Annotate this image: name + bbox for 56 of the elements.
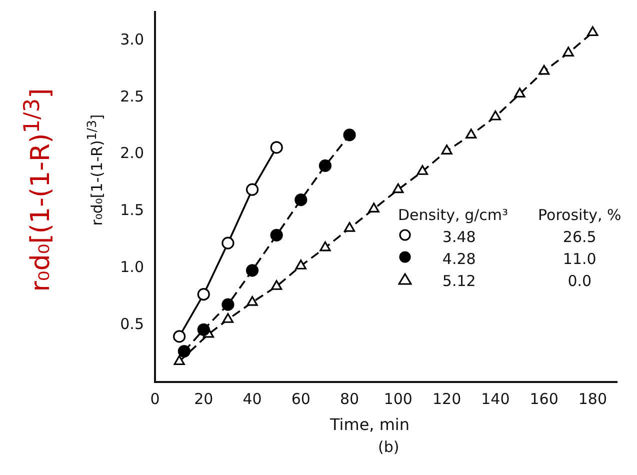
x-axis-title: Time, min	[330, 415, 410, 434]
point	[343, 128, 356, 142]
text: (b)	[378, 438, 400, 456]
x-tick-label: 140	[481, 390, 510, 408]
point	[197, 323, 210, 336]
x-tick-label: 40	[242, 390, 262, 408]
x-tick-label: 180	[578, 390, 608, 408]
x-tick-label: 160	[530, 390, 558, 408]
y-tick-label: 0.5	[120, 314, 144, 333]
point	[271, 280, 282, 290]
x-tick-label: 60	[291, 390, 310, 408]
point	[514, 88, 526, 98]
x-tick-label: 20	[194, 390, 214, 408]
legend-label: 5.12	[441, 271, 477, 292]
x-tick-label: 100	[384, 390, 412, 408]
point	[178, 344, 190, 358]
point	[173, 330, 186, 343]
point	[222, 298, 234, 311]
point	[562, 46, 574, 57]
point	[344, 222, 356, 232]
point	[490, 110, 501, 120]
point	[270, 228, 283, 242]
y-tick-label: 2.0	[120, 144, 144, 162]
y-tick-label: 1.0	[120, 258, 144, 276]
x-tick-label: 80	[340, 390, 360, 408]
y-tick-label: 3.0	[120, 30, 144, 48]
point	[174, 355, 185, 366]
point	[466, 128, 477, 139]
annotation: 26.5	[562, 227, 598, 248]
point	[222, 236, 234, 250]
annotation: Porosity, %	[537, 205, 622, 226]
point	[246, 264, 259, 277]
point	[416, 165, 428, 175]
point	[318, 159, 332, 172]
legend-title: Density, g/cm³	[397, 205, 510, 226]
point	[392, 183, 404, 194]
x-tick-label: 0	[150, 390, 160, 408]
annotation: 0.0	[566, 271, 593, 292]
point	[197, 288, 210, 301]
legend-label: 3.48	[441, 227, 477, 248]
point	[246, 296, 258, 306]
point	[587, 26, 598, 36]
point	[270, 141, 283, 154]
point	[246, 183, 259, 196]
point	[441, 144, 452, 154]
point	[368, 202, 380, 213]
point	[295, 260, 306, 270]
point	[320, 241, 331, 252]
legend-label: 4.28	[441, 249, 477, 270]
x-tick-label: 120	[432, 390, 462, 408]
y-tick-label: 2.5	[120, 87, 144, 106]
point	[538, 64, 550, 75]
y-tick-label: 1.5	[120, 201, 144, 220]
annotation: 11.0	[562, 249, 598, 270]
point	[222, 313, 234, 323]
point	[294, 194, 308, 206]
